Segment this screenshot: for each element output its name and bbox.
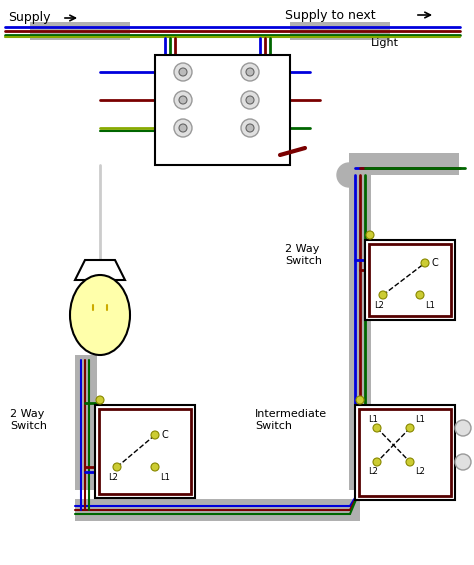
Polygon shape bbox=[75, 260, 125, 280]
Text: L1: L1 bbox=[368, 415, 378, 424]
Circle shape bbox=[151, 463, 159, 471]
Ellipse shape bbox=[70, 275, 130, 355]
Text: L2: L2 bbox=[108, 472, 118, 481]
Bar bbox=[355, 405, 455, 500]
Bar bbox=[369, 244, 451, 316]
Bar bbox=[75, 355, 97, 490]
Text: Light: Light bbox=[371, 38, 399, 48]
Circle shape bbox=[406, 458, 414, 466]
Bar bbox=[155, 55, 290, 165]
Bar bbox=[95, 405, 195, 498]
Circle shape bbox=[455, 420, 471, 436]
Text: L1: L1 bbox=[415, 415, 425, 424]
Text: L1: L1 bbox=[160, 472, 170, 481]
Text: L1: L1 bbox=[425, 301, 435, 310]
Circle shape bbox=[406, 424, 414, 432]
Text: Intermediate
Switch: Intermediate Switch bbox=[255, 409, 327, 431]
Text: Supply: Supply bbox=[8, 11, 51, 24]
Circle shape bbox=[151, 431, 159, 439]
Circle shape bbox=[174, 91, 192, 109]
Text: 2 Way
Switch: 2 Way Switch bbox=[285, 244, 322, 266]
Text: C: C bbox=[162, 430, 169, 440]
Circle shape bbox=[421, 259, 429, 267]
Bar bbox=[359, 409, 451, 496]
Text: L2: L2 bbox=[368, 467, 378, 476]
Bar bbox=[30, 22, 130, 40]
Circle shape bbox=[179, 124, 187, 132]
Text: C: C bbox=[432, 258, 439, 268]
Bar bbox=[349, 160, 371, 490]
Text: L2: L2 bbox=[415, 467, 425, 476]
Text: Supply to next: Supply to next bbox=[285, 8, 375, 21]
Circle shape bbox=[246, 124, 254, 132]
Circle shape bbox=[179, 68, 187, 76]
Circle shape bbox=[241, 119, 259, 137]
Circle shape bbox=[241, 63, 259, 81]
Circle shape bbox=[455, 454, 471, 470]
Circle shape bbox=[373, 458, 381, 466]
Circle shape bbox=[174, 119, 192, 137]
Circle shape bbox=[366, 231, 374, 239]
Bar bbox=[349, 153, 459, 175]
Circle shape bbox=[179, 96, 187, 104]
Circle shape bbox=[416, 291, 424, 299]
Circle shape bbox=[174, 63, 192, 81]
Bar bbox=[99, 409, 191, 494]
Circle shape bbox=[246, 96, 254, 104]
Circle shape bbox=[373, 424, 381, 432]
Circle shape bbox=[96, 396, 104, 404]
Circle shape bbox=[113, 463, 121, 471]
Text: 2 Way
Switch: 2 Way Switch bbox=[10, 409, 47, 431]
Circle shape bbox=[379, 291, 387, 299]
Circle shape bbox=[356, 396, 364, 404]
Circle shape bbox=[241, 91, 259, 109]
Circle shape bbox=[246, 68, 254, 76]
Text: L2: L2 bbox=[374, 301, 384, 310]
Bar bbox=[75, 499, 360, 521]
Circle shape bbox=[337, 163, 361, 187]
Bar bbox=[365, 240, 455, 320]
Bar bbox=[290, 22, 390, 40]
